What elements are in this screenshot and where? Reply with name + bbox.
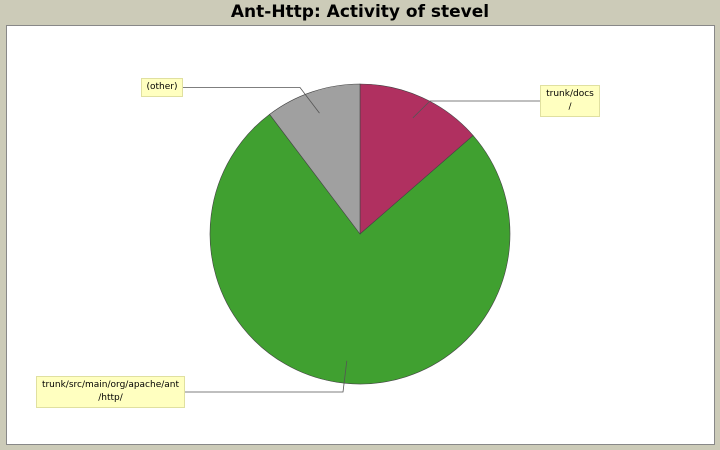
slice-label: trunk/src/main/org/apache/ant/http/ (36, 376, 185, 408)
slice-label: trunk/docs/ (540, 85, 600, 117)
slice-label: (other) (141, 78, 183, 97)
pie-slice (269, 83, 361, 235)
leader-line (185, 360, 348, 393)
leader-line (183, 87, 320, 114)
leader-line (412, 100, 540, 119)
pie-slice (359, 83, 474, 235)
chart-title: Ant-Http: Activity of stevel (230, 2, 490, 22)
